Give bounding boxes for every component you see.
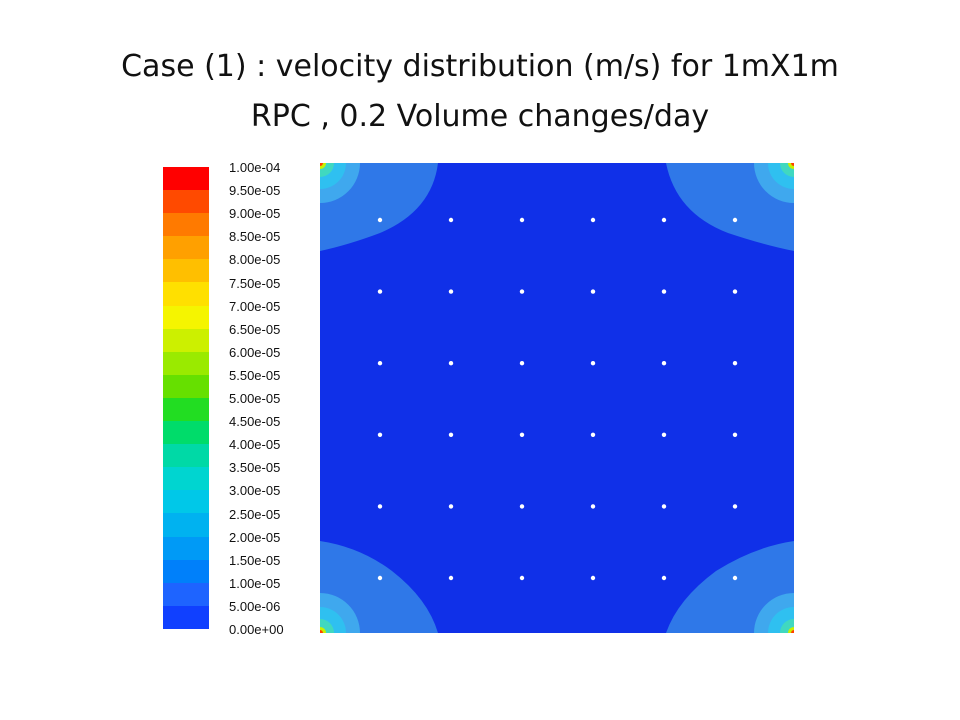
legend-swatch xyxy=(163,282,209,306)
grid-point xyxy=(448,504,454,509)
plot-background xyxy=(320,163,794,633)
slide-title-line-2: RPC , 0.2 Volume changes/day xyxy=(250,99,710,134)
grid-point xyxy=(519,575,525,581)
grid-point xyxy=(377,504,383,509)
grid-point xyxy=(732,575,738,581)
grid-point xyxy=(377,361,383,366)
grid-point xyxy=(732,432,738,437)
slide-title: Case (1) : velocity distribution (m/s) f… xyxy=(0,42,960,142)
grid-point xyxy=(732,361,738,366)
legend-tick-label: 5.00e-06 xyxy=(229,598,281,614)
legend-tick-label: 2.50e-05 xyxy=(229,506,281,522)
legend-tick-label: 0.00e+00 xyxy=(229,622,284,637)
legend-tick-label: 3.50e-05 xyxy=(229,460,281,476)
legend-swatch xyxy=(163,582,209,606)
legend-swatch xyxy=(163,559,209,583)
grid-point xyxy=(590,361,596,366)
legend-swatch xyxy=(163,444,209,468)
grid-point xyxy=(590,289,596,294)
grid-point xyxy=(661,575,667,581)
grid-point xyxy=(732,289,738,294)
grid-point xyxy=(661,361,667,366)
legend-swatch xyxy=(163,374,209,398)
legend-swatch xyxy=(163,605,209,629)
legend-tick-label: 1.00e-05 xyxy=(229,575,281,591)
grid-point xyxy=(448,217,454,223)
grid-point xyxy=(519,217,525,223)
legend-tick-label: 7.50e-05 xyxy=(229,275,281,291)
legend-tick-label: 3.00e-05 xyxy=(229,483,281,499)
grid-point xyxy=(661,504,667,509)
legend-swatch xyxy=(163,513,209,537)
legend-swatch xyxy=(163,536,209,560)
grid-point xyxy=(519,504,525,509)
legend-swatch xyxy=(163,397,209,422)
legend-tick-label: 7.00e-05 xyxy=(229,298,281,314)
corner-ring-top-left xyxy=(320,163,323,166)
legend-tick-label: 9.50e-05 xyxy=(229,183,281,199)
legend-swatch xyxy=(163,328,209,352)
grid-point xyxy=(590,217,596,223)
legend-swatch xyxy=(163,190,209,214)
legend-tick-label: 2.00e-05 xyxy=(229,529,281,545)
legend-tick-label: 1.50e-05 xyxy=(229,552,281,568)
grid-point xyxy=(590,575,596,581)
slide-title-line-1: Case (1) : velocity distribution (m/s) f… xyxy=(121,49,839,84)
legend-tick-label: 8.50e-05 xyxy=(229,229,281,245)
grid-point xyxy=(448,432,454,437)
color-scale-labels: 1.00e-04 9.50e-05 9.00e-05 8.50e-05 8.00e-05… xyxy=(229,160,319,637)
legend-tick-label: 9.00e-05 xyxy=(229,206,281,222)
velocity-contour-plot xyxy=(320,163,794,633)
color-scale-bar xyxy=(163,167,209,629)
grid-point xyxy=(377,289,383,294)
grid-point xyxy=(519,432,525,437)
grid-point xyxy=(661,432,667,437)
grid-point xyxy=(519,289,525,294)
grid-point xyxy=(377,432,383,437)
corner-ring-bottom-left xyxy=(320,630,323,633)
legend-swatch xyxy=(163,490,209,514)
legend-tick-label: 6.00e-05 xyxy=(229,344,281,360)
grid-point xyxy=(448,361,454,366)
grid-point xyxy=(448,289,454,294)
grid-point xyxy=(377,217,383,223)
legend-tick-label: 4.50e-05 xyxy=(229,414,281,430)
legend-swatch xyxy=(163,421,209,445)
legend-swatch xyxy=(163,259,209,283)
legend-tick-label: 4.00e-05 xyxy=(229,437,281,453)
grid-point xyxy=(590,432,596,437)
legend-tick-label: 5.50e-05 xyxy=(229,367,281,383)
legend-swatch xyxy=(163,467,209,491)
corner-ring-top-right xyxy=(791,163,794,166)
grid-point xyxy=(519,361,525,366)
legend-swatch xyxy=(163,213,209,237)
grid-point xyxy=(732,217,738,223)
legend-swatch xyxy=(163,351,209,375)
corner-ring-bottom-right xyxy=(791,630,794,633)
grid-point xyxy=(661,217,667,223)
grid-point xyxy=(448,575,454,581)
legend-swatch xyxy=(163,167,209,191)
legend-tick-label: 5.00e-05 xyxy=(229,391,281,406)
legend-tick-label: 6.50e-05 xyxy=(229,321,281,337)
grid-point xyxy=(590,504,596,509)
grid-point xyxy=(377,575,383,581)
legend-tick-label: 1.00e-04 xyxy=(229,160,281,175)
grid-point xyxy=(732,504,738,509)
legend-tick-label: 8.00e-05 xyxy=(229,252,281,268)
grid-point xyxy=(661,289,667,294)
legend-swatch xyxy=(163,305,209,329)
legend-swatch xyxy=(163,236,209,260)
